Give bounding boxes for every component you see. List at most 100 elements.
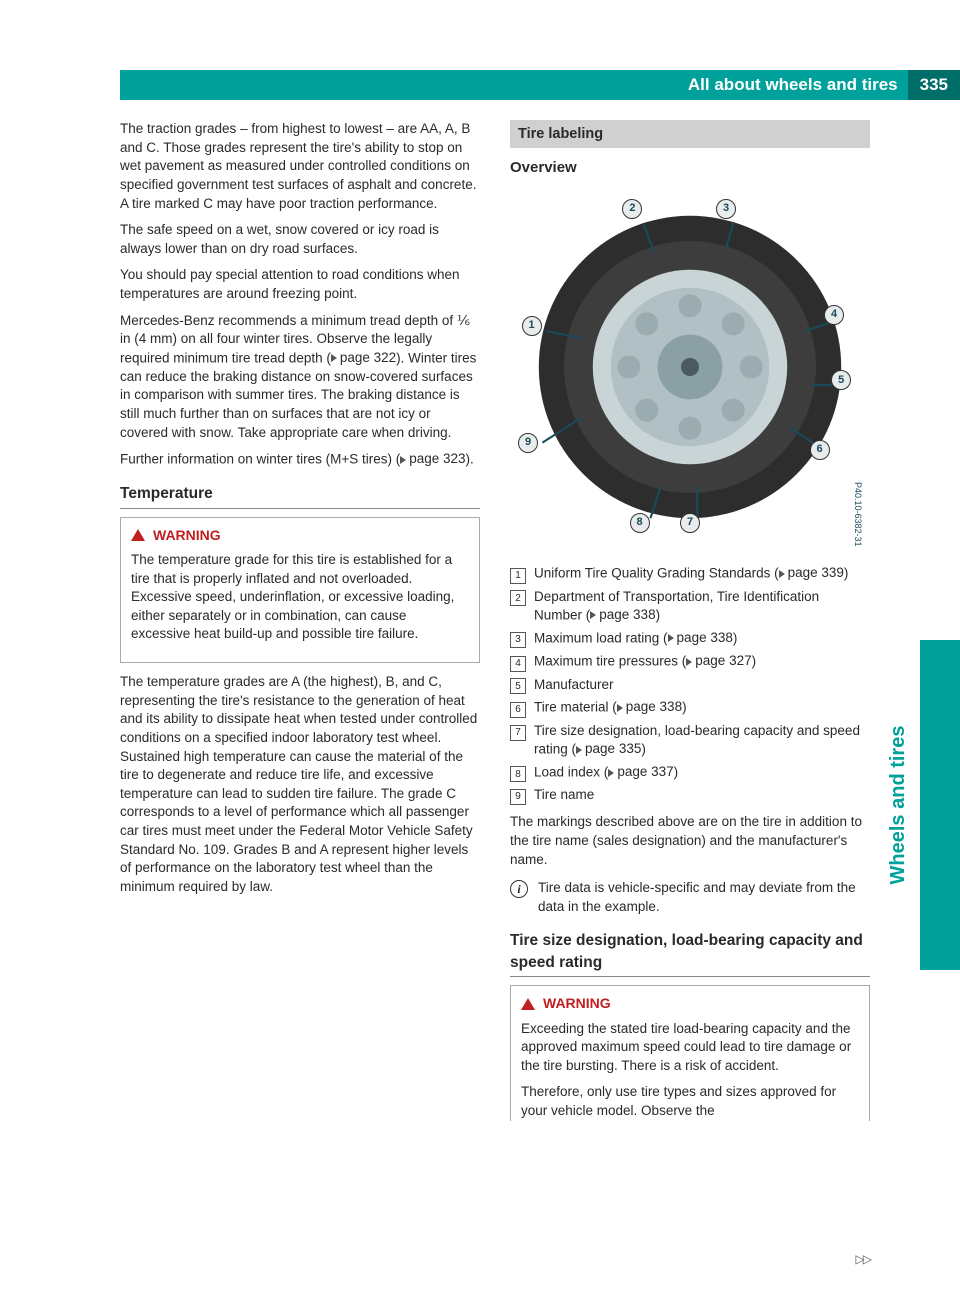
page-reference: page 338 (590, 606, 655, 625)
header-bar: All about wheels and tires 335 (120, 70, 960, 100)
section-heading-tire-labeling: Tire labeling (510, 120, 870, 148)
callout-item: 8 Load index (page 337) (510, 763, 870, 782)
body-text: The traction grades – from highest to lo… (120, 120, 480, 213)
left-column: The traction grades – from highest to lo… (120, 120, 480, 1242)
continuation-marker: ▷▷ (856, 1252, 870, 1266)
warning-label: WARNING (153, 526, 221, 545)
info-text: Tire data is vehicle-specific and may de… (538, 879, 870, 916)
page-ref-text: page 338 (677, 629, 733, 648)
body-text: The safe speed on a wet, snow covered or… (120, 221, 480, 258)
info-note: i Tire data is vehicle-specific and may … (510, 879, 870, 916)
info-icon: i (510, 880, 528, 898)
warning-label: WARNING (543, 994, 611, 1013)
callout-text: Maximum load rating (page 338) (534, 629, 737, 648)
callout-number: 7 (510, 725, 526, 741)
callout-text: Tire size designation, load-bearing capa… (534, 722, 870, 760)
warning-header: WARNING (521, 994, 859, 1013)
side-tab-bar (920, 640, 960, 970)
arrow-icon (668, 634, 674, 642)
callout-text: Maximum tire pressures (page 327) (534, 652, 756, 671)
content-area: The traction grades – from highest to lo… (120, 120, 870, 1242)
arrow-icon (331, 354, 337, 362)
callout-text: Tire material (page 338) (534, 698, 687, 717)
diagram-callout-label: 6 (810, 440, 830, 460)
diagram-callout-label: 7 (680, 513, 700, 533)
callout-number: 3 (510, 632, 526, 648)
page-ref-text: page 335 (585, 740, 641, 759)
side-tab-label: Wheels and tires (878, 640, 918, 970)
body-text: You should pay special attention to road… (120, 266, 480, 303)
arrow-icon (617, 704, 623, 712)
page-reference: page 337 (608, 763, 673, 782)
diagram-callout-label: 5 (831, 370, 851, 390)
warning-box: WARNING Exceeding the stated tire load-b… (510, 985, 870, 1120)
callout-number: 6 (510, 702, 526, 718)
callout-text: Uniform Tire Quality Grading Standards (… (534, 564, 848, 583)
body-text: The temperature grades are A (the highes… (120, 673, 480, 897)
page-ref-text: page 337 (617, 763, 673, 782)
arrow-icon (576, 746, 582, 754)
diagram-callout-label: 8 (630, 513, 650, 533)
callout-item: 3 Maximum load rating (page 338) (510, 629, 870, 648)
heading-overview: Overview (510, 158, 870, 179)
header-section-title: All about wheels and tires (688, 75, 898, 95)
warning-icon (521, 998, 535, 1010)
callout-item: 9 Tire name (510, 786, 870, 805)
callout-number: 4 (510, 656, 526, 672)
page-reference: page 338 (668, 629, 733, 648)
page-ref-text: page 338 (599, 606, 655, 625)
page-reference: page 322 (331, 349, 396, 368)
callout-number: 8 (510, 766, 526, 782)
callout-item: 6 Tire material (page 338) (510, 698, 870, 717)
warning-icon (131, 529, 145, 541)
callout-item: 4 Maximum tire pressures (page 327) (510, 652, 870, 671)
page-ref-text: page 339 (788, 564, 844, 583)
callout-text: Department of Transportation, Tire Ident… (534, 588, 870, 626)
warning-body: Therefore, only use tire types and sizes… (521, 1083, 859, 1120)
warning-body: Exceeding the stated tire load-bearing c… (521, 1020, 859, 1076)
callout-number: 5 (510, 678, 526, 694)
diagram-callout-label: 3 (716, 199, 736, 219)
page-ref-text: page 323 (409, 450, 465, 469)
callout-number: 1 (510, 568, 526, 584)
diagram-callout-label: 2 (622, 199, 642, 219)
callout-item: 7 Tire size designation, load-bearing cap… (510, 722, 870, 760)
page-ref-text: page 338 (626, 698, 682, 717)
diagram-callout-label: 4 (824, 305, 844, 325)
arrow-icon (686, 658, 692, 666)
right-column: Tire labeling Overview (510, 120, 870, 1242)
page-ref-text: page 322 (340, 349, 396, 368)
page-reference: page 335 (576, 740, 641, 759)
body-text: Further information on winter tires (M+S… (120, 450, 480, 469)
warning-box: WARNING The temperature grade for this t… (120, 517, 480, 663)
tire-diagram: P40.10-6382-31 1 2 3 4 5 6 7 8 9 (510, 187, 870, 553)
page-number: 335 (908, 70, 960, 100)
tire-svg (510, 187, 870, 547)
callout-text: Tire name (534, 786, 594, 805)
body-text: Mercedes-Benz recommends a minimum tread… (120, 312, 480, 443)
diagram-callout-label: 9 (518, 433, 538, 453)
page-reference: page 327 (686, 652, 751, 671)
callout-number: 9 (510, 789, 526, 805)
callout-text: Load index (page 337) (534, 763, 678, 782)
callout-number: 2 (510, 590, 526, 606)
arrow-icon (608, 769, 614, 777)
heading-temperature: Temperature (120, 483, 480, 508)
callout-item: 1 Uniform Tire Quality Grading Standards … (510, 564, 870, 583)
text-span: ). (466, 452, 474, 467)
callout-text: Manufacturer (534, 676, 614, 695)
page-reference: page 339 (779, 564, 844, 583)
body-text: The markings described above are on the … (510, 813, 870, 869)
page-reference: page 323 (400, 450, 465, 469)
figure-reference: P40.10-6382-31 (852, 482, 864, 547)
page-reference: page 338 (617, 698, 682, 717)
page-ref-text: page 327 (695, 652, 751, 671)
warning-body: The temperature grade for this tire is e… (131, 551, 469, 644)
callout-item: 2 Department of Transportation, Tire Iden… (510, 588, 870, 626)
text-span: Further information on winter tires (M+S… (120, 452, 400, 467)
arrow-icon (400, 456, 406, 464)
heading-tire-size: Tire size designation, load-bearing capa… (510, 930, 870, 977)
diagram-callout-label: 1 (522, 316, 542, 336)
arrow-icon (590, 611, 596, 619)
callout-list: 1 Uniform Tire Quality Grading Standards … (510, 564, 870, 805)
